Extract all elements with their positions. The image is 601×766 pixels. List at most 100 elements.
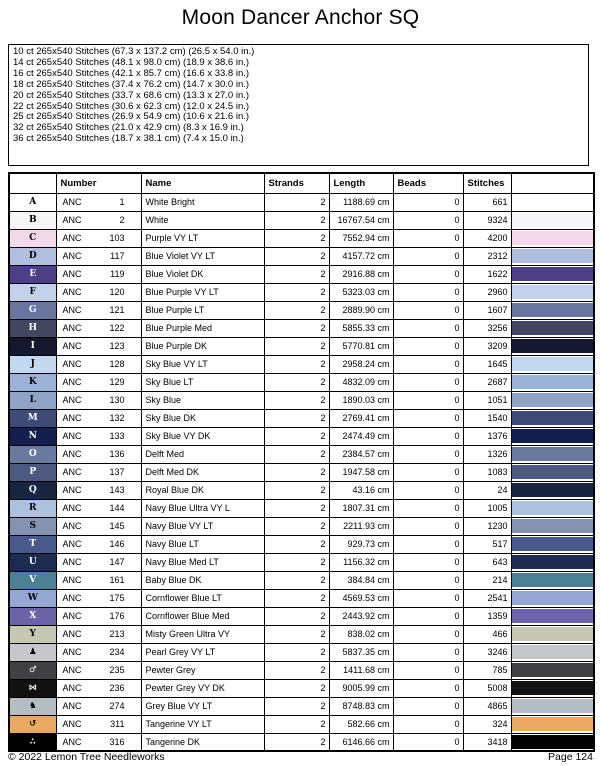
number-cell: ANC 234 — [55, 642, 142, 662]
symbol-cell: X — [8, 606, 57, 626]
thread-name-cell: Blue Purple LT — [140, 300, 265, 320]
brand-label: ANC — [62, 683, 82, 693]
brand-label: ANC — [62, 197, 82, 207]
symbol-cell: S — [8, 516, 57, 536]
thread-number: 122 — [109, 323, 125, 333]
color-swatch-cell — [510, 318, 595, 338]
number-cell: ANC 1 — [55, 192, 142, 212]
length-cell: 4157.72 cm — [328, 246, 394, 266]
color-swatch-cell — [510, 228, 595, 248]
thread-name-cell: Sky Blue LT — [140, 372, 265, 392]
length-cell: 4569.53 cm — [328, 588, 394, 608]
length-cell: 5855.33 cm — [328, 318, 394, 338]
thread-name-cell: Pearl Grey VY LT — [140, 642, 265, 662]
number-cell: ANC 236 — [55, 678, 142, 698]
brand-label: ANC — [62, 701, 82, 711]
table-row: ♞ ANC 274 Grey Blue VY LT 2 8748.83 cm 0 4865 — [8, 696, 595, 716]
thread-number: 213 — [109, 629, 125, 639]
column-header-beads: Beads — [392, 172, 464, 194]
color-swatch — [512, 663, 593, 677]
symbol-cell: C — [8, 228, 57, 248]
table-row: ↺ ANC 311 Tangerine VY LT 2 582.66 cm 0 324 — [8, 714, 595, 734]
thread-name-cell: Blue Purple DK — [140, 336, 265, 356]
color-swatch — [512, 339, 593, 353]
thread-name-cell: Delft Med DK — [140, 462, 265, 482]
length-cell: 16767.54 cm — [328, 210, 394, 230]
table-row: V ANC 161 Baby Blue DK 2 384.84 cm 0 214 — [8, 570, 595, 590]
thread-number: 274 — [109, 701, 125, 711]
strands-cell: 2 — [263, 624, 330, 644]
thread-name-cell: Navy Blue Med LT — [140, 552, 265, 572]
brand-label: ANC — [62, 377, 82, 387]
thread-name-cell: Blue Purple VY LT — [140, 282, 265, 302]
thread-number: 119 — [110, 269, 125, 279]
brand-label: ANC — [62, 233, 82, 243]
brand-label: ANC — [62, 413, 82, 423]
brand-label: ANC — [62, 575, 82, 585]
symbol-cell: T — [8, 534, 57, 554]
color-swatch-cell — [510, 588, 595, 608]
length-cell: 8748.83 cm — [328, 696, 394, 716]
length-cell: 2384.57 cm — [328, 444, 394, 464]
thread-number: 235 — [109, 665, 125, 675]
brand-label: ANC — [62, 305, 82, 315]
table-row: S ANC 145 Navy Blue VY LT 2 2211.93 cm 0 1230 — [8, 516, 595, 536]
fabric-size-line: 14 ct 265x540 Stitches (48.1 x 98.0 cm) … — [13, 56, 250, 68]
table-row: ♂ ANC 235 Pewter Grey 2 1411.68 cm 0 785 — [8, 660, 595, 680]
column-header-strands: Strands — [263, 172, 330, 194]
brand-label: ANC — [62, 467, 82, 477]
color-swatch-cell — [510, 534, 595, 554]
stitches-cell: 2541 — [462, 588, 512, 608]
stitches-cell: 1051 — [462, 390, 512, 410]
fabric-size-line: 18 ct 265x540 Stitches (37.4 x 76.2 cm) … — [13, 78, 250, 90]
thread-name-cell: Blue Violet VY LT — [140, 246, 265, 266]
column-header-number: Number — [55, 172, 142, 194]
beads-cell: 0 — [392, 516, 464, 536]
table-row: Y ANC 213 Misty Green Ultra VY 2 838.02 cm 0 46… — [8, 624, 595, 644]
symbol-cell: ♞ — [8, 696, 57, 716]
brand-label: ANC — [62, 395, 82, 405]
strands-cell: 2 — [263, 480, 330, 500]
stitches-cell: 517 — [462, 534, 512, 554]
beads-cell: 0 — [392, 192, 464, 212]
brand-label: ANC — [62, 647, 82, 657]
beads-cell: 0 — [392, 318, 464, 338]
symbol-cell: F — [8, 282, 57, 302]
color-swatch-cell — [510, 282, 595, 302]
stitches-cell: 1359 — [462, 606, 512, 626]
table-row: T ANC 146 Navy Blue LT 2 929.73 cm 0 517 — [8, 534, 595, 554]
symbol-cell: W — [8, 588, 57, 608]
thread-number: 144 — [109, 503, 125, 513]
brand-label: ANC — [62, 539, 82, 549]
color-swatch — [512, 501, 593, 515]
length-cell: 2474.49 cm — [328, 426, 394, 446]
color-swatch-cell — [510, 210, 595, 230]
brand-label: ANC — [62, 665, 82, 675]
number-cell: ANC 121 — [55, 300, 142, 320]
number-cell: ANC 103 — [55, 228, 142, 248]
thread-name-cell: Blue Violet DK — [140, 264, 265, 284]
length-cell: 838.02 cm — [328, 624, 394, 644]
thread-name-cell: Purple VY LT — [140, 228, 265, 248]
stitches-cell: 9324 — [462, 210, 512, 230]
thread-number: 121 — [109, 305, 125, 315]
length-cell: 1807.31 cm — [328, 498, 394, 518]
stitches-cell: 3246 — [462, 642, 512, 662]
beads-cell: 0 — [392, 606, 464, 626]
stitches-cell: 24 — [462, 480, 512, 500]
page-footer: © 2022 Lemon Tree Needleworks Page 124 — [8, 751, 593, 763]
color-swatch-cell — [510, 696, 595, 716]
symbol-cell: I — [8, 336, 57, 356]
column-header-name: Name — [140, 172, 265, 194]
length-cell: 2211.93 cm — [328, 516, 394, 536]
symbol-cell: M — [8, 408, 57, 428]
stitches-cell: 2312 — [462, 246, 512, 266]
table-row: J ANC 128 Sky Blue VY LT 2 2958.24 cm 0 1645 — [8, 354, 595, 374]
number-cell: ANC 311 — [55, 714, 142, 734]
length-cell: 2443.92 cm — [328, 606, 394, 626]
strands-cell: 2 — [263, 570, 330, 590]
table-row: U ANC 147 Navy Blue Med LT 2 1156.32 cm 0 643 — [8, 552, 595, 572]
thread-name-cell: Cornflower Blue Med — [140, 606, 265, 626]
table-row: X ANC 176 Cornflower Blue Med 2 2443.92 cm 0 13… — [8, 606, 595, 626]
brand-label: ANC — [62, 611, 82, 621]
